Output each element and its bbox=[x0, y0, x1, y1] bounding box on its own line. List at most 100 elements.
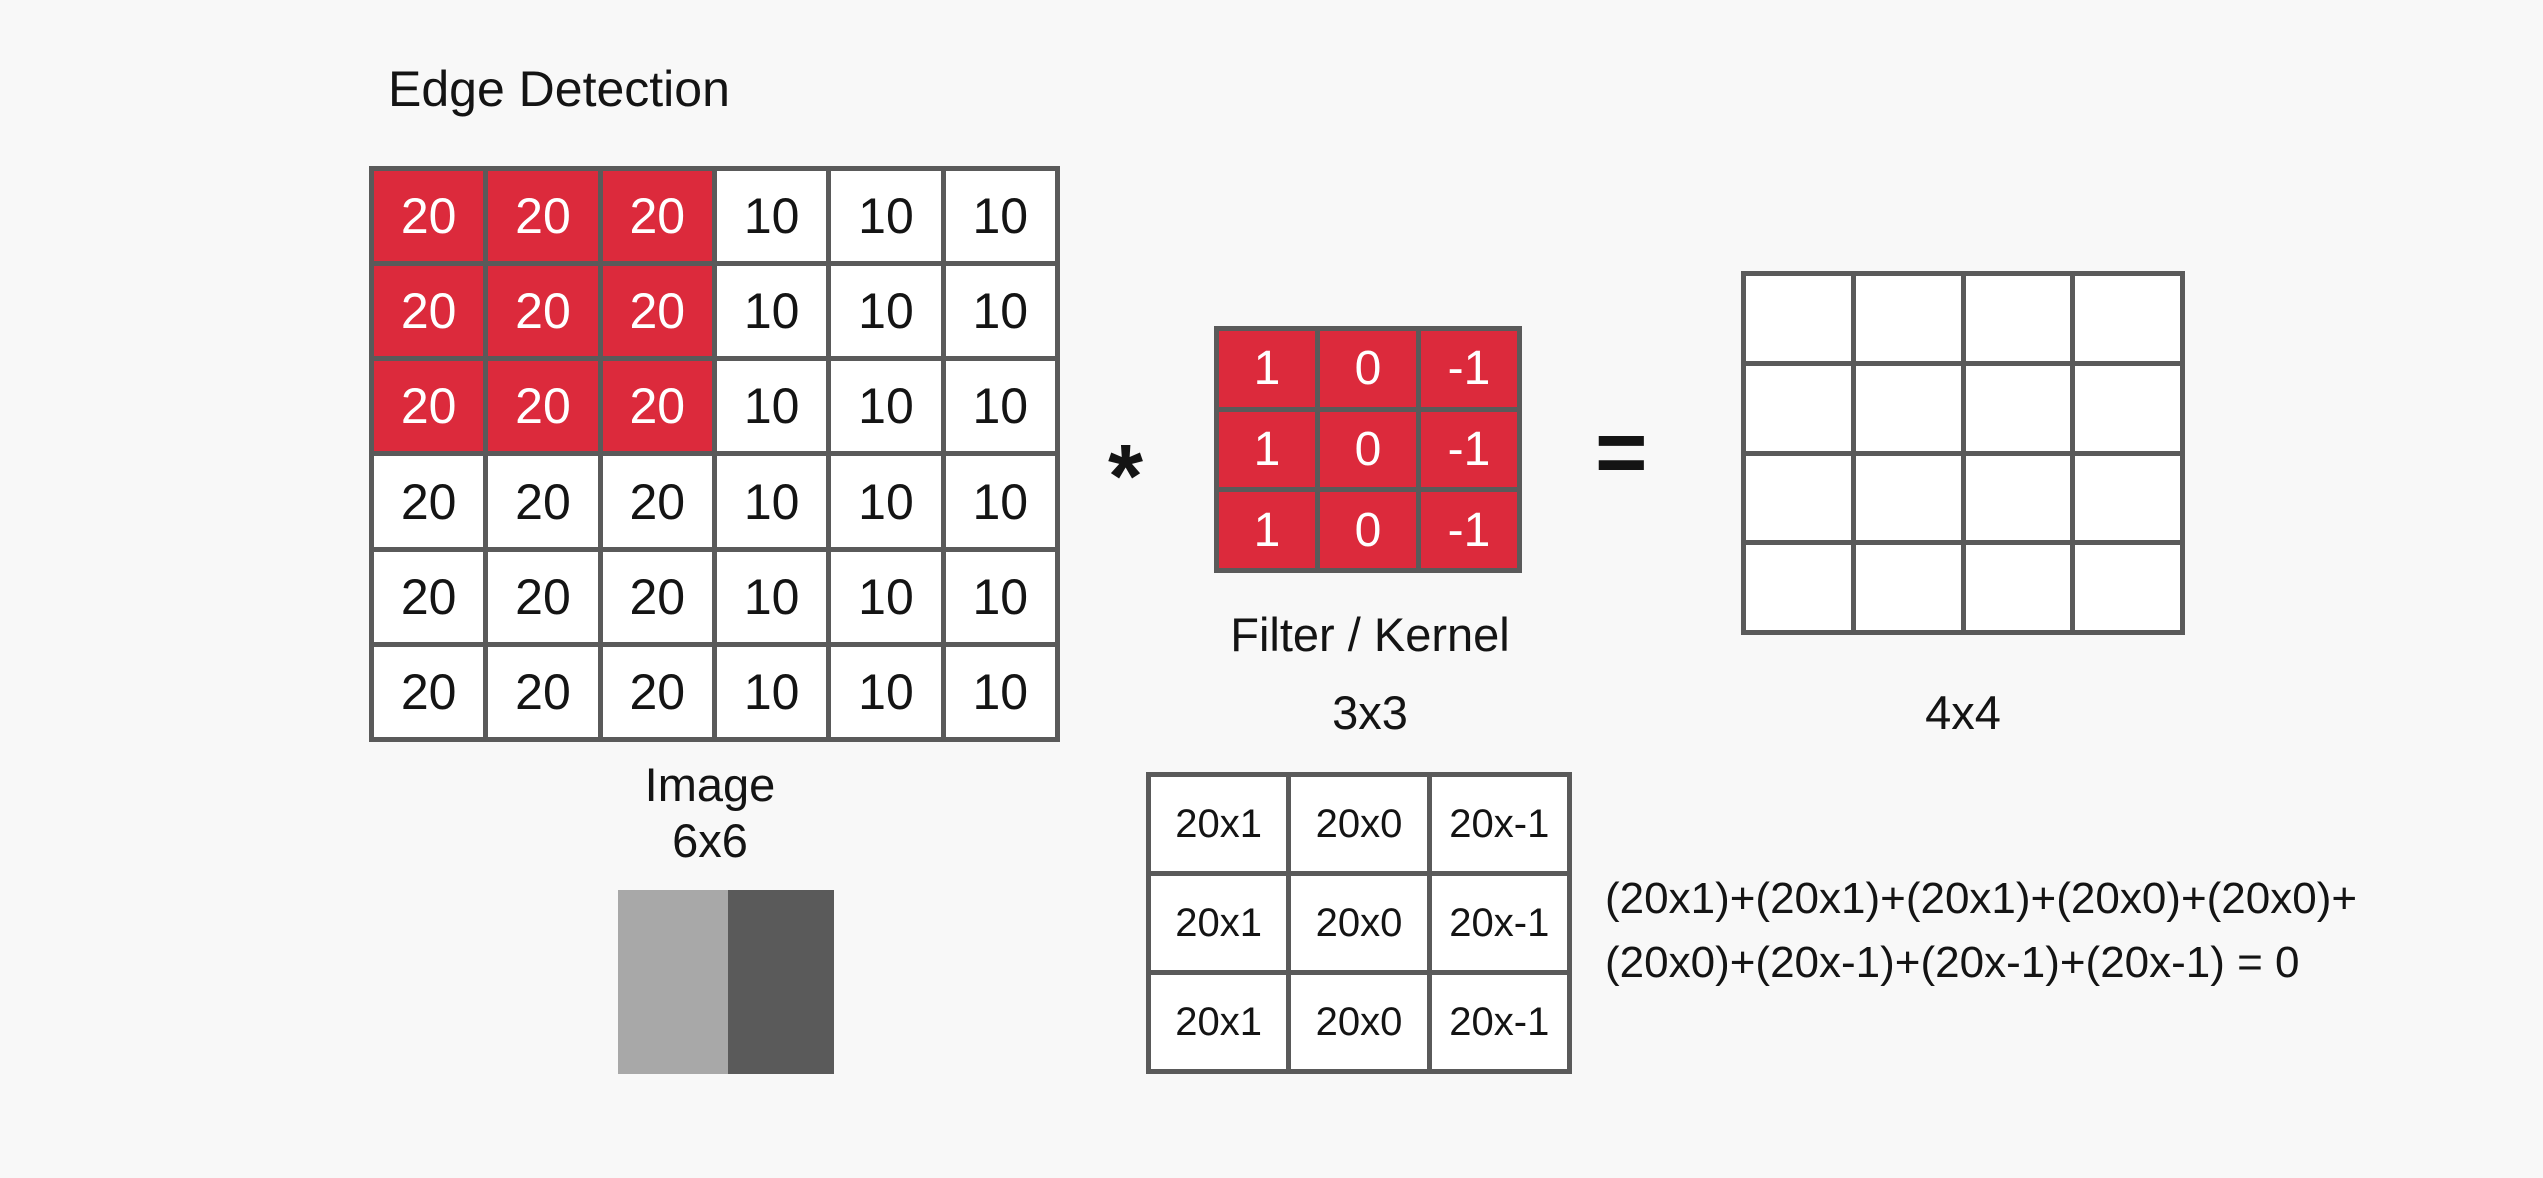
output-cell bbox=[1850, 450, 1966, 546]
filter-cell: 1 bbox=[1214, 487, 1320, 573]
image-cell-row: 20 20 20 10 10 10 bbox=[368, 261, 1061, 362]
image-cell: 20 bbox=[483, 165, 603, 267]
filter-cell-row: 1 0 -1 bbox=[1214, 406, 1522, 493]
image-cell: 10 bbox=[711, 165, 832, 267]
image-cell: 20 bbox=[368, 261, 489, 362]
image-cell: 20 bbox=[483, 261, 603, 362]
equation-line-1: (20x1)+(20x1)+(20x1)+(20x0)+(20x0)+ bbox=[1605, 874, 2358, 923]
image-cell: 20 bbox=[597, 165, 717, 267]
image-cell: 10 bbox=[826, 356, 946, 457]
image-cell-row: 20 20 20 10 10 10 bbox=[368, 165, 1061, 267]
image-cell: 10 bbox=[940, 546, 1061, 647]
filter-cell-row: 1 0 -1 bbox=[1214, 487, 1522, 573]
calculation-cell: 20x1 bbox=[1145, 970, 1292, 1074]
image-matrix: 20 20 20 10 10 10 20 20 20 10 10 10 20 20 20 10 10 10 20 20… bbox=[368, 165, 1061, 743]
output-cell bbox=[1960, 540, 2076, 635]
image-cell: 20 bbox=[483, 451, 603, 552]
image-cell: 10 bbox=[826, 451, 946, 552]
output-cell bbox=[1741, 271, 1856, 366]
image-cell: 20 bbox=[597, 546, 717, 647]
output-cell bbox=[2070, 360, 2185, 456]
image-cell: 10 bbox=[940, 356, 1061, 457]
calculation-cell-row: 20x1 20x0 20x-1 bbox=[1145, 970, 1573, 1074]
filter-size-label: 3x3 bbox=[1332, 686, 1408, 739]
image-cell: 10 bbox=[711, 546, 832, 647]
image-cell: 10 bbox=[711, 641, 832, 743]
image-cell: 10 bbox=[940, 261, 1061, 362]
filter-cell: 1 bbox=[1214, 406, 1320, 493]
equals-operator: = bbox=[1595, 403, 1648, 503]
image-cell: 10 bbox=[826, 546, 946, 647]
output-cell bbox=[1960, 450, 2076, 546]
output-cell-row bbox=[1741, 540, 2185, 635]
output-cell bbox=[1960, 271, 2076, 366]
output-cell bbox=[2070, 271, 2185, 366]
output-cell-row bbox=[1741, 271, 2185, 366]
image-cell: 20 bbox=[368, 165, 489, 267]
image-tone-dark-swatch bbox=[728, 890, 834, 1074]
diagram-title: Edge Detection bbox=[388, 61, 730, 117]
convolution-operator: * bbox=[1108, 427, 1144, 527]
image-cell: 10 bbox=[940, 165, 1061, 267]
image-cell: 10 bbox=[826, 641, 946, 743]
image-cell: 10 bbox=[826, 165, 946, 267]
output-cell bbox=[2070, 540, 2185, 635]
output-size-label: 4x4 bbox=[1925, 686, 2001, 739]
image-cell: 20 bbox=[597, 356, 717, 457]
calculation-cell-row: 20x1 20x0 20x-1 bbox=[1145, 772, 1573, 876]
filter-label: Filter / Kernel bbox=[1230, 608, 1510, 661]
output-cell bbox=[1741, 450, 1856, 546]
filter-cell: -1 bbox=[1416, 487, 1522, 573]
output-cell bbox=[1741, 540, 1856, 635]
image-cell: 10 bbox=[711, 356, 832, 457]
filter-cell: 1 bbox=[1214, 326, 1320, 412]
image-cell: 10 bbox=[940, 641, 1061, 743]
image-cell-row: 20 20 20 10 10 10 bbox=[368, 356, 1061, 457]
filter-cell: 0 bbox=[1315, 406, 1421, 493]
calculation-matrix: 20x1 20x0 20x-1 20x1 20x0 20x-1 20x1 20x0 20x-1 bbox=[1145, 772, 1573, 1074]
calculation-cell: 20x1 bbox=[1145, 871, 1292, 975]
image-cell: 20 bbox=[597, 641, 717, 743]
output-matrix bbox=[1741, 271, 2185, 635]
image-cell: 20 bbox=[368, 356, 489, 457]
calculation-cell-row: 20x1 20x0 20x-1 bbox=[1145, 871, 1573, 975]
image-cell-row: 20 20 20 10 10 10 bbox=[368, 641, 1061, 743]
calculation-cell: 20x0 bbox=[1286, 970, 1432, 1074]
output-cell-row bbox=[1741, 450, 2185, 546]
output-cell-row bbox=[1741, 360, 2185, 456]
filter-cell-row: 1 0 -1 bbox=[1214, 326, 1522, 412]
image-cell-row: 20 20 20 10 10 10 bbox=[368, 451, 1061, 552]
calculation-cell: 20x0 bbox=[1286, 772, 1432, 876]
equation-line-2: (20x0)+(20x-1)+(20x-1)+(20x-1) = 0 bbox=[1605, 938, 2300, 987]
image-size-label: 6x6 bbox=[672, 814, 748, 867]
image-cell: 20 bbox=[483, 356, 603, 457]
image-cell: 20 bbox=[368, 546, 489, 647]
output-cell bbox=[1850, 540, 1966, 635]
image-cell: 20 bbox=[483, 641, 603, 743]
image-cell: 20 bbox=[368, 641, 489, 743]
image-cell: 10 bbox=[711, 451, 832, 552]
output-cell bbox=[1960, 360, 2076, 456]
calculation-cell: 20x-1 bbox=[1426, 772, 1573, 876]
image-cell: 20 bbox=[483, 546, 603, 647]
output-cell bbox=[1741, 360, 1856, 456]
calculation-cell: 20x1 bbox=[1145, 772, 1292, 876]
image-cell: 20 bbox=[368, 451, 489, 552]
image-cell: 20 bbox=[597, 261, 717, 362]
image-cell: 10 bbox=[826, 261, 946, 362]
filter-cell: 0 bbox=[1315, 326, 1421, 412]
image-cell: 10 bbox=[940, 451, 1061, 552]
filter-cell: -1 bbox=[1416, 326, 1522, 412]
output-cell bbox=[2070, 450, 2185, 546]
calculation-cell: 20x-1 bbox=[1426, 871, 1573, 975]
output-cell bbox=[1850, 360, 1966, 456]
image-cell-row: 20 20 20 10 10 10 bbox=[368, 546, 1061, 647]
calculation-cell: 20x0 bbox=[1286, 871, 1432, 975]
filter-matrix: 1 0 -1 1 0 -1 1 0 -1 bbox=[1214, 326, 1522, 573]
image-tone-light-swatch bbox=[618, 890, 728, 1074]
output-cell bbox=[1850, 271, 1966, 366]
image-cell: 20 bbox=[597, 451, 717, 552]
image-cell: 10 bbox=[711, 261, 832, 362]
filter-cell: -1 bbox=[1416, 406, 1522, 493]
image-label: Image bbox=[644, 758, 776, 811]
